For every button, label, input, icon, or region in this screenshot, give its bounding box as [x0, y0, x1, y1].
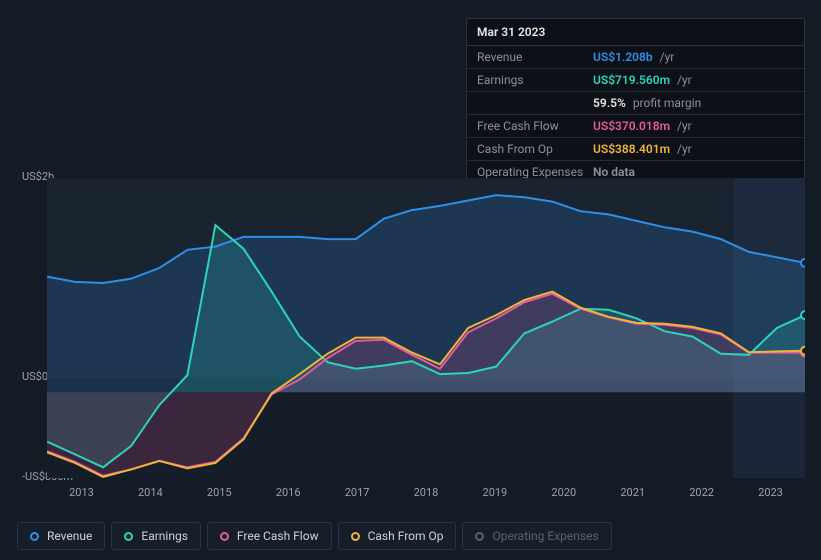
x-axis-labels: 2013201420152016201720182019202020212022…: [47, 486, 805, 499]
legend-item-operating-expenses[interactable]: Operating Expenses: [462, 522, 611, 550]
tooltip-row: Free Cash FlowUS$370.018m /yr: [467, 115, 804, 138]
tooltip-unit: /yr: [657, 50, 675, 64]
chart-svg: [47, 178, 805, 478]
series-endpoint-dot: [801, 311, 805, 319]
legend: Revenue Earnings Free Cash Flow Cash From O…: [17, 522, 612, 550]
x-axis-label: 2023: [736, 486, 805, 499]
legend-label: Earnings: [141, 529, 188, 543]
legend-dot-icon: [124, 532, 133, 541]
legend-label: Operating Expenses: [492, 529, 598, 543]
chart-plot[interactable]: [47, 178, 805, 478]
tooltip-row: 59.5% profit margin: [467, 92, 804, 115]
tooltip-value: US$370.018m: [593, 119, 670, 133]
x-axis-label: 2021: [598, 486, 667, 499]
legend-item-free-cash-flow[interactable]: Free Cash Flow: [207, 522, 332, 550]
tooltip-row: RevenueUS$1.208b /yr: [467, 46, 804, 69]
legend-dot-icon: [475, 532, 484, 541]
x-axis-label: 2020: [529, 486, 598, 499]
tooltip-value: 59.5%: [593, 96, 626, 110]
tooltip-row: EarningsUS$719.560m /yr: [467, 69, 804, 92]
series-endpoint-dot: [801, 347, 805, 355]
chart-container: US$2bUS$0-US$800m 2013201420152016201720…: [17, 160, 805, 480]
y-axis-label: US$0: [22, 370, 48, 383]
tooltip-label: Earnings: [477, 73, 593, 87]
tooltip-label: [477, 96, 593, 110]
tooltip-row: Cash From OpUS$388.401m /yr: [467, 138, 804, 161]
legend-item-earnings[interactable]: Earnings: [111, 522, 201, 550]
x-axis-label: 2015: [185, 486, 254, 499]
legend-item-revenue[interactable]: Revenue: [17, 522, 105, 550]
tooltip-unit: profit margin: [630, 96, 701, 110]
tooltip-value: US$1.208b: [593, 50, 653, 64]
x-axis-label: 2016: [254, 486, 323, 499]
tooltip-label: Cash From Op: [477, 142, 593, 156]
x-axis-label: 2018: [392, 486, 461, 499]
legend-label: Revenue: [47, 529, 92, 543]
x-axis-label: 2017: [323, 486, 392, 499]
legend-dot-icon: [351, 532, 360, 541]
tooltip-unit: /yr: [674, 142, 692, 156]
tooltip-label: Revenue: [477, 50, 593, 64]
x-axis-label: 2022: [667, 486, 736, 499]
tooltip-label: Free Cash Flow: [477, 119, 593, 133]
x-axis-label: 2014: [116, 486, 185, 499]
tooltip-value: US$719.560m: [593, 73, 670, 87]
x-axis-label: 2019: [460, 486, 529, 499]
legend-dot-icon: [30, 532, 39, 541]
tooltip-unit: /yr: [674, 73, 692, 87]
x-axis-label: 2013: [47, 486, 116, 499]
series-endpoint-dot: [801, 259, 805, 267]
tooltip-value: US$388.401m: [593, 142, 670, 156]
legend-label: Free Cash Flow: [237, 529, 319, 543]
legend-dot-icon: [220, 532, 229, 541]
legend-label: Cash From Op: [368, 529, 444, 543]
tooltip-date: Mar 31 2023: [467, 19, 804, 46]
legend-item-cash-from-op[interactable]: Cash From Op: [338, 522, 457, 550]
tooltip-unit: /yr: [674, 119, 692, 133]
